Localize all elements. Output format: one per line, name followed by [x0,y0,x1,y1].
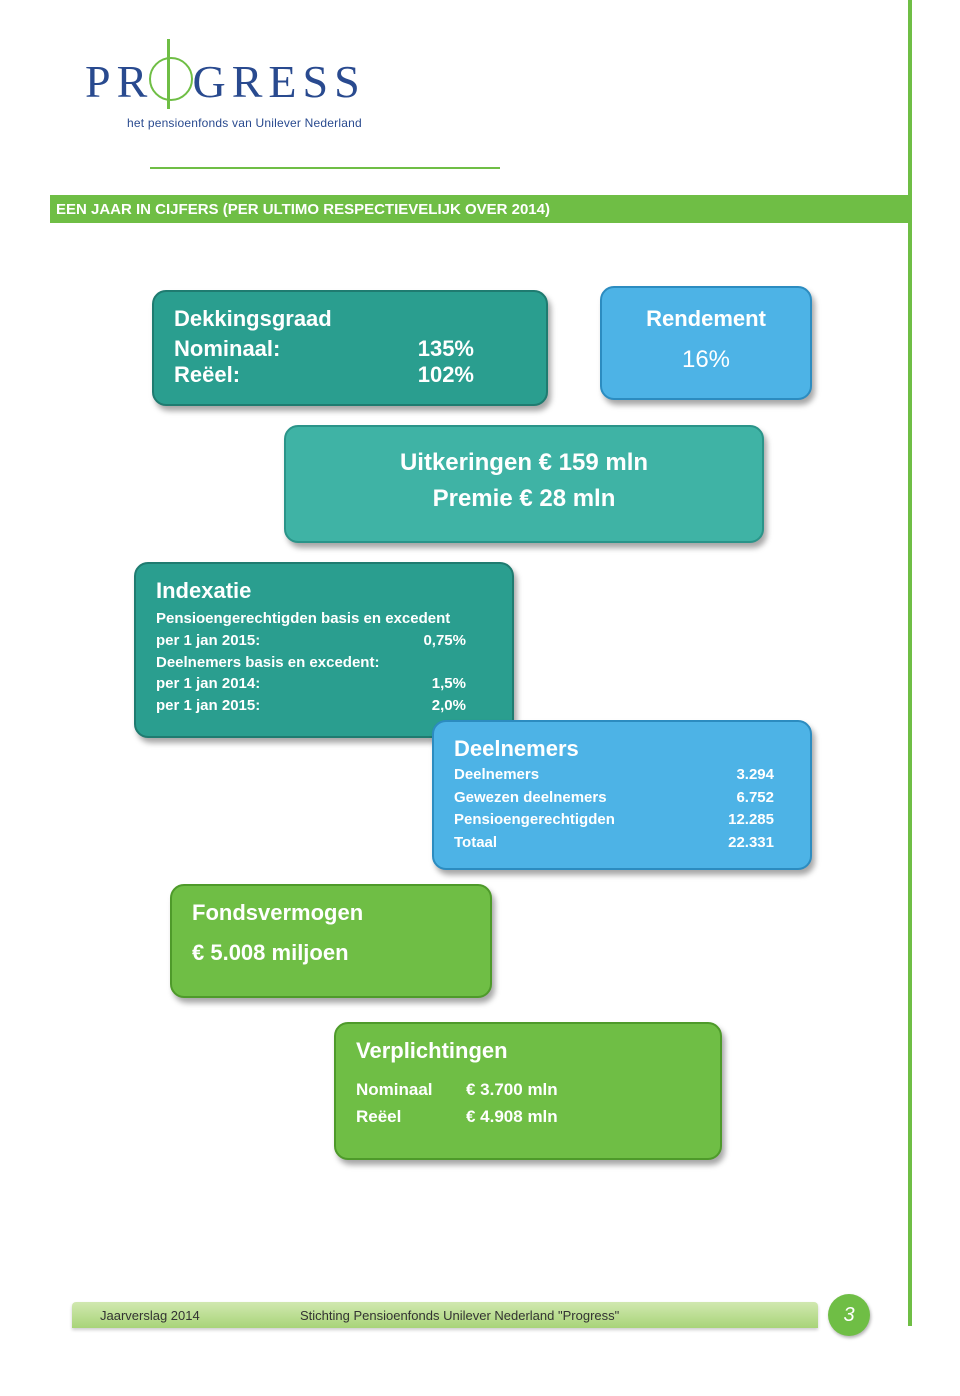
page-number: 3 [843,1304,854,1327]
logo: PROGRESS het pensioenfonds van Unilever … [85,55,366,130]
logo-text-left: PR [85,56,153,107]
verplichtingen-row1: Nominaal€ 3.700 mln [356,1076,700,1103]
page-number-badge: 3 [828,1294,870,1336]
dekkingsgraad-nominaal-label: Nominaal: [174,336,280,362]
deelnemers-row3: Pensioengerechtigden 12.285 [454,809,774,832]
card-fondsvermogen: Fondsvermogen € 5.008 miljoen [170,884,492,998]
card-rendement: Rendement 16% [600,286,812,400]
deelnemers-body: Deelnemers3.294 Gewezen deelnemers6.752 … [454,764,790,854]
logo-word: PROGRESS [85,55,366,108]
verplichtingen-body: Nominaal€ 3.700 mln Reëel€ 4.908 mln [356,1076,700,1130]
indexatie-body: Pensioengerechtigden basis en excedent p… [156,608,492,717]
card-verplichtingen: Verplichtingen Nominaal€ 3.700 mln Reëel… [334,1022,722,1160]
dekkingsgraad-nominaal-row: Nominaal: 135% [174,336,474,362]
deelnemers-r2-label: Gewezen deelnemers [454,787,607,810]
deelnemers-heading: Deelnemers [454,736,790,762]
dekkingsgraad-reeel-label: Reëel: [174,362,240,388]
rendement-heading: Rendement [622,306,790,332]
logo-tagline: het pensioenfonds van Unilever Nederland [127,116,366,130]
footer-bar: Jaarverslag 2014 Stichting Pensioenfonds… [72,1302,818,1328]
fondsvermogen-heading: Fondsvermogen [192,900,470,926]
logo-text-right: GRESS [193,56,366,107]
indexatie-r1-label: per 1 jan 2015: [156,630,260,652]
rendement-value: 16% [622,346,790,374]
verplichtingen-row2: Reëel€ 4.908 mln [356,1103,700,1130]
indexatie-line2: Deelnemers basis en excedent: [156,652,492,674]
deelnemers-row1: Deelnemers 3.294 [454,764,774,787]
logo-underline [150,167,500,169]
card-dekkingsgraad: Dekkingsgraad Nominaal: 135% Reëel: 102% [152,290,548,406]
deelnemers-r1-label: Deelnemers [454,764,539,787]
dekkingsgraad-nominaal-value: 135% [418,336,474,362]
verplichtingen-r2-label: Reëel [356,1103,466,1130]
indexatie-r1-value: 0,75% [423,630,466,652]
indexatie-r3-label: per 1 jan 2015: [156,695,260,717]
section-title: EEN JAAR IN CIJFERS (PER ULTIMO RESPECTI… [56,201,550,218]
deelnemers-r1-value: 3.294 [736,764,774,787]
verplichtingen-heading: Verplichtingen [356,1038,700,1064]
deelnemers-r4-label: Totaal [454,832,497,855]
indexatie-line1: Pensioengerechtigden basis en excedent [156,608,492,630]
section-title-bar: EEN JAAR IN CIJFERS (PER ULTIMO RESPECTI… [50,195,910,223]
deelnemers-r3-label: Pensioengerechtigden [454,809,615,832]
fondsvermogen-value: € 5.008 miljoen [192,940,470,966]
footer-left: Jaarverslag 2014 [100,1308,300,1323]
deelnemers-r3-value: 12.285 [728,809,774,832]
verplichtingen-r1-value: € 3.700 mln [466,1076,558,1103]
deelnemers-r2-value: 6.752 [736,787,774,810]
uitkeringen-line2: Premie € 28 mln [306,485,742,513]
dekkingsgraad-reeel-value: 102% [418,362,474,388]
dekkingsgraad-heading: Dekkingsgraad [174,306,526,332]
deelnemers-row2: Gewezen deelnemers 6.752 [454,787,774,810]
verplichtingen-r1-label: Nominaal [356,1076,466,1103]
verplichtingen-r2-value: € 4.908 mln [466,1103,558,1130]
deelnemers-r4-value: 22.331 [728,832,774,855]
indexatie-r2-value: 1,5% [432,673,466,695]
indexatie-row1: per 1 jan 2015: 0,75% [156,630,466,652]
indexatie-row3: per 1 jan 2015: 2,0% [156,695,466,717]
indexatie-heading: Indexatie [156,578,492,604]
footer-center: Stichting Pensioenfonds Unilever Nederla… [300,1308,619,1323]
card-deelnemers: Deelnemers Deelnemers3.294 Gewezen deeln… [432,720,812,870]
indexatie-r2-label: per 1 jan 2014: [156,673,260,695]
indexatie-r3-value: 2,0% [432,695,466,717]
indexatie-row2: per 1 jan 2014: 1,5% [156,673,466,695]
card-uitkeringen: Uitkeringen € 159 mln Premie € 28 mln [284,425,764,543]
dekkingsgraad-reeel-row: Reëel: 102% [174,362,474,388]
logo-o: O [153,55,192,108]
card-indexatie: Indexatie Pensioengerechtigden basis en … [134,562,514,738]
uitkeringen-line1: Uitkeringen € 159 mln [306,449,742,477]
deelnemers-row4: Totaal 22.331 [454,832,774,855]
